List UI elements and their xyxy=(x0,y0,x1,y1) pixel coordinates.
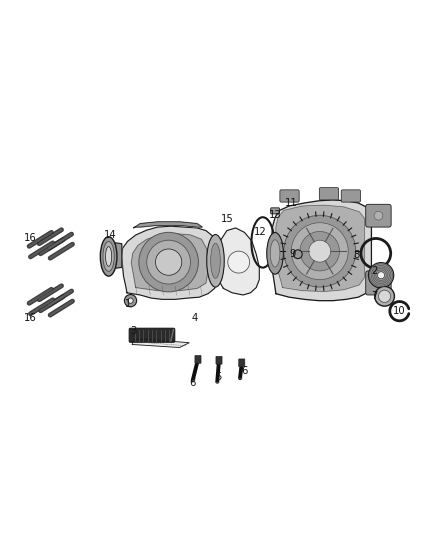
Ellipse shape xyxy=(378,290,391,302)
Circle shape xyxy=(124,295,137,307)
Text: 15: 15 xyxy=(220,214,233,224)
FancyBboxPatch shape xyxy=(239,359,245,367)
Text: 14: 14 xyxy=(104,230,117,240)
Circle shape xyxy=(293,250,302,259)
Circle shape xyxy=(309,240,331,262)
Text: 6: 6 xyxy=(190,378,196,389)
Circle shape xyxy=(128,298,133,303)
Ellipse shape xyxy=(267,232,283,274)
Polygon shape xyxy=(104,243,122,269)
Circle shape xyxy=(139,232,198,292)
Circle shape xyxy=(228,251,250,273)
Ellipse shape xyxy=(207,235,224,287)
Text: 10: 10 xyxy=(393,306,406,316)
FancyBboxPatch shape xyxy=(129,328,175,342)
Text: 4: 4 xyxy=(192,313,198,323)
Text: 6: 6 xyxy=(241,366,247,376)
Circle shape xyxy=(291,223,348,280)
Text: 3: 3 xyxy=(131,326,137,336)
Text: 1: 1 xyxy=(125,298,131,309)
Ellipse shape xyxy=(106,247,112,266)
Text: 9: 9 xyxy=(290,249,296,259)
FancyBboxPatch shape xyxy=(366,271,391,295)
Circle shape xyxy=(378,272,385,279)
Ellipse shape xyxy=(103,241,114,271)
Polygon shape xyxy=(131,233,208,290)
Polygon shape xyxy=(134,222,202,228)
Circle shape xyxy=(374,211,383,220)
FancyBboxPatch shape xyxy=(271,208,279,214)
Text: 7: 7 xyxy=(371,291,378,301)
Text: 11: 11 xyxy=(285,198,298,208)
Circle shape xyxy=(374,279,383,287)
FancyBboxPatch shape xyxy=(366,204,391,227)
Circle shape xyxy=(155,249,182,275)
FancyBboxPatch shape xyxy=(319,188,339,200)
Ellipse shape xyxy=(100,237,117,276)
Text: 2: 2 xyxy=(371,266,378,276)
Ellipse shape xyxy=(211,243,220,278)
Text: 5: 5 xyxy=(215,372,221,382)
Text: 16: 16 xyxy=(23,233,36,243)
Text: 13: 13 xyxy=(269,210,281,220)
Text: 16: 16 xyxy=(23,313,36,323)
FancyBboxPatch shape xyxy=(280,190,299,202)
Text: 12: 12 xyxy=(254,228,267,237)
Circle shape xyxy=(300,231,339,271)
FancyBboxPatch shape xyxy=(195,356,201,364)
Polygon shape xyxy=(132,339,189,348)
Ellipse shape xyxy=(374,286,395,306)
FancyBboxPatch shape xyxy=(216,356,222,364)
Ellipse shape xyxy=(368,263,394,288)
Circle shape xyxy=(147,240,191,284)
Polygon shape xyxy=(217,228,259,295)
Circle shape xyxy=(284,215,356,287)
Polygon shape xyxy=(276,205,364,292)
Polygon shape xyxy=(272,200,371,301)
Ellipse shape xyxy=(270,240,280,267)
Text: 8: 8 xyxy=(354,249,360,260)
Polygon shape xyxy=(122,226,217,300)
FancyBboxPatch shape xyxy=(341,190,360,202)
